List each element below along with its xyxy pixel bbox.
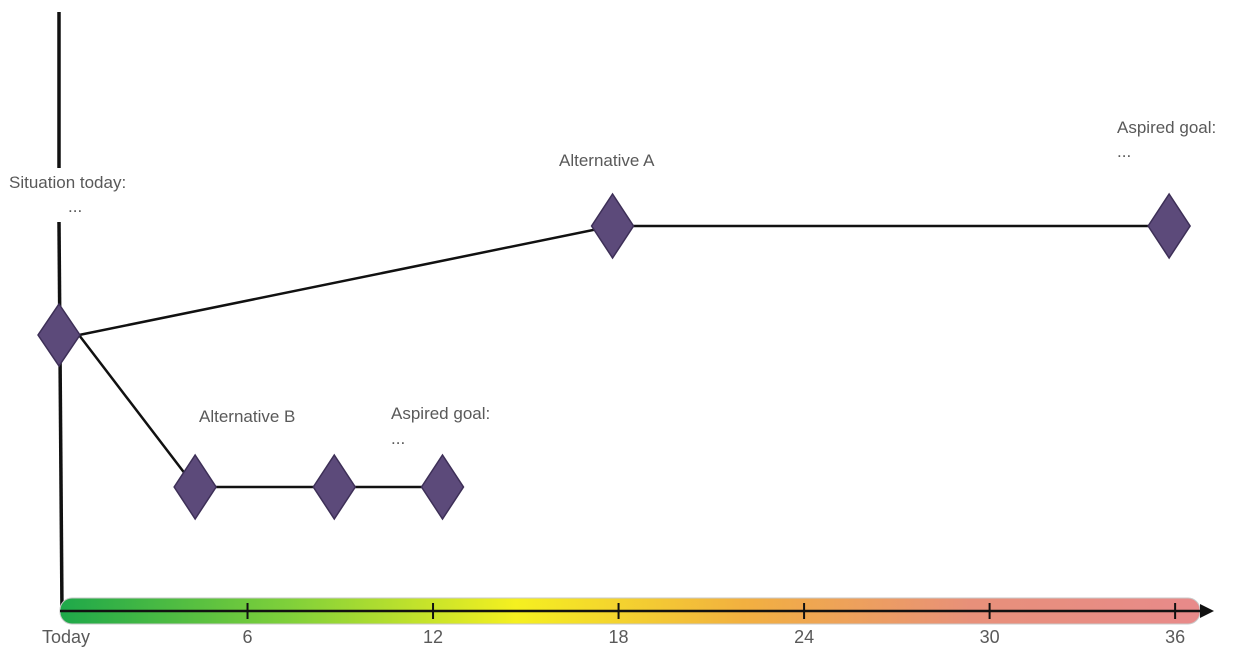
situation-today-detail: ... — [68, 197, 82, 216]
milestone-alternative-b-3 — [420, 453, 465, 521]
tick-label-12: 12 — [423, 627, 443, 647]
tick-label-Today: Today — [42, 627, 90, 647]
alternative-b-path — [78, 334, 443, 489]
alternative-a-label: Alternative A — [559, 151, 655, 170]
time-axis-ticks: Today 6 12 18 24 30 36 — [42, 603, 1185, 647]
alternative-b-label: Alternative B — [199, 407, 295, 426]
situation-today-label: Situation today: — [9, 173, 126, 192]
tick-label-24: 24 — [794, 627, 814, 647]
time-axis-arrowhead — [1200, 604, 1214, 618]
milestone-alternative-b-1 — [173, 453, 218, 521]
milestones — [37, 192, 1192, 521]
milestone-alternative-b-2 — [312, 453, 357, 521]
alternative-a-path — [78, 224, 1170, 337]
aspired-goal-b-label: Aspired goal: — [391, 404, 490, 423]
tick-label-30: 30 — [980, 627, 1000, 647]
tick-label-18: 18 — [609, 627, 629, 647]
milestone-today — [37, 302, 81, 368]
aspired-goal-a-detail: ... — [1117, 142, 1131, 161]
alternative-paths — [78, 224, 1170, 489]
aspired-goal-b-detail: ... — [391, 429, 405, 448]
vertical-axis-lower — [57, 221, 64, 613]
tick-label-6: 6 — [243, 627, 253, 647]
aspired-goal-a-label: Aspired goal: — [1117, 118, 1216, 137]
tick-label-36: 36 — [1165, 627, 1185, 647]
milestone-alternative-a-2 — [1147, 192, 1192, 260]
milestone-alternative-a-1 — [590, 192, 635, 260]
